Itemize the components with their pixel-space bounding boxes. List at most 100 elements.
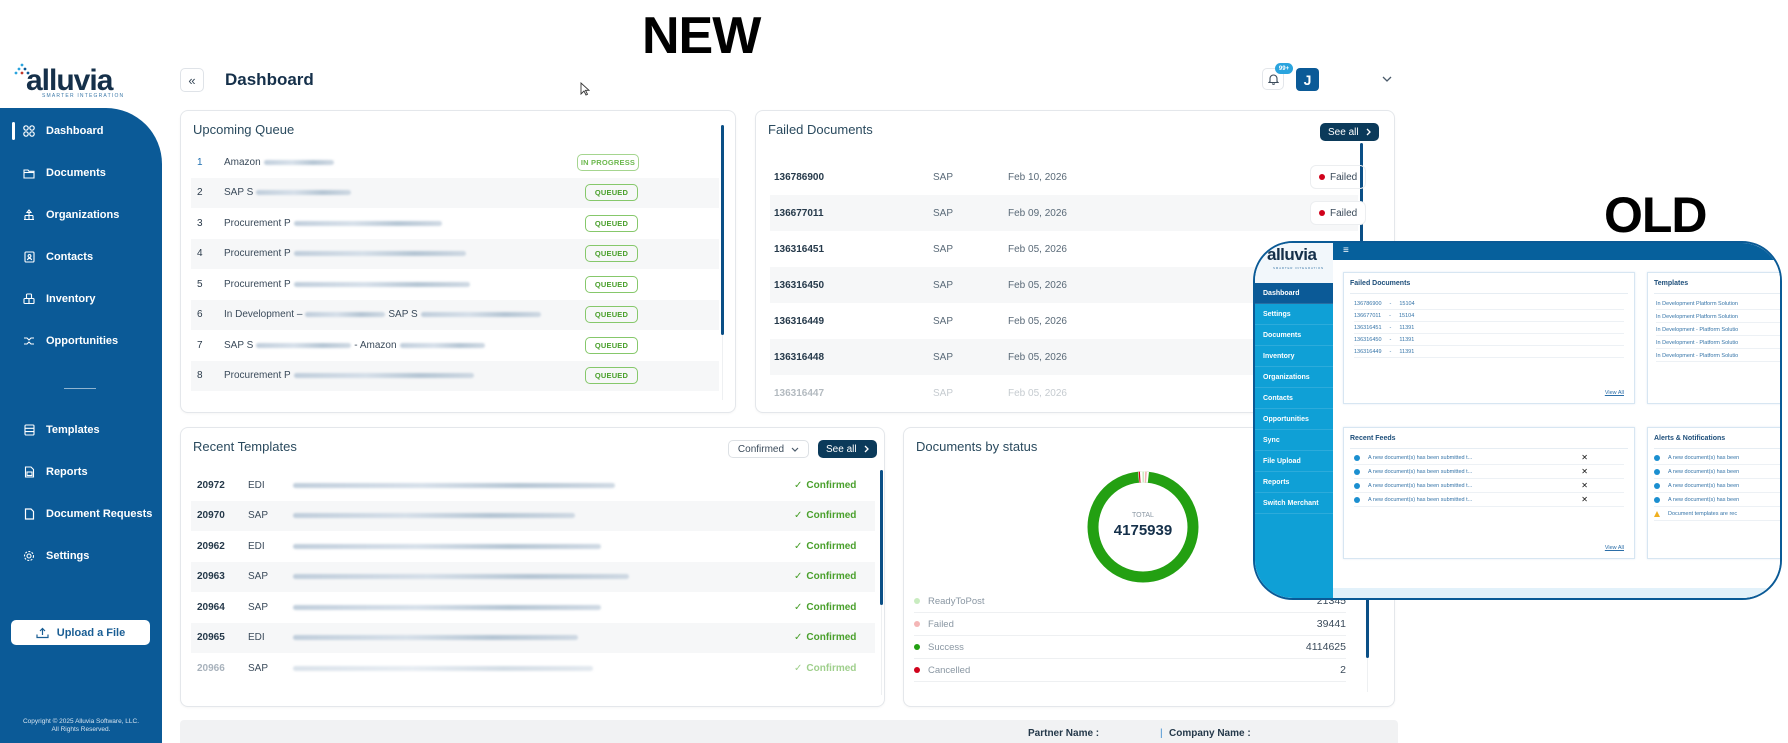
doc-code: 11391 [1399,336,1415,343]
template-row[interactable]: 20965 EDI ✓ Confirmed [191,622,875,653]
queue-row[interactable]: 1 Amazon IN PROGRESS [191,147,719,178]
old-nav-reports[interactable]: Reports [1255,472,1333,493]
failed-doc-row[interactable]: 136677011 SAP Feb 09, 2026 Failed [770,195,1367,231]
failed-doc-row[interactable]: 136316449 SAP Feb 05, 2026 [770,303,1358,339]
notifications-button[interactable] [1262,68,1284,90]
old-feed-row[interactable]: A new document(s) has been submitted t..… [1354,479,1624,493]
brand-logo[interactable]: alluvia SMARTER INTEGRATION [12,60,142,102]
old-nav-organizations[interactable]: Organizations [1255,367,1333,388]
legend-item-failed[interactable]: Failed 39441 [914,613,1346,636]
template-row[interactable]: 20964 SAP ✓ Confirmed [191,592,875,623]
old-failed-row[interactable]: 136316451-11391 [1354,322,1624,334]
user-menu-chevron-icon[interactable] [1382,74,1392,85]
sidebar-item-inventory[interactable]: Inventory [0,286,162,312]
old-alert-row[interactable]: A new document(s) has been [1654,451,1780,465]
queue-row[interactable]: 7 SAP S - Amazon QUEUED [191,330,719,361]
failed-doc-row[interactable]: 136316447 SAP Feb 05, 2026 [770,375,1358,411]
old-nav-switch-merchant[interactable]: Switch Merchant [1255,493,1333,514]
old-nav-file-upload[interactable]: File Upload [1255,451,1333,472]
old-nav-sync[interactable]: Sync [1255,430,1333,451]
old-nav-dashboard[interactable]: Dashboard [1255,283,1333,304]
sidebar-item-documents[interactable]: Documents [0,160,162,186]
old-nav-inventory[interactable]: Inventory [1255,346,1333,367]
brand-tagline: SMARTER INTEGRATION [42,93,125,99]
queue-row[interactable]: 3 Procurement P QUEUED [191,208,719,239]
template-row[interactable]: 20970 SAP ✓ Confirmed [191,500,875,531]
queue-row-name: SAP S - Amazon [224,340,719,351]
queue-scrollbar[interactable] [721,125,724,335]
sidebar-divider [64,388,96,389]
old-feed-row[interactable]: A new document(s) has been submitted t..… [1354,465,1624,479]
divider [1350,293,1628,294]
queue-row-name-text: In Development – [224,309,303,321]
old-nav-documents[interactable]: Documents [1255,325,1333,346]
old-nav-settings[interactable]: Settings [1255,304,1333,325]
template-row[interactable]: 20962 EDI ✓ Confirmed [191,531,875,562]
queue-row[interactable]: 2 SAP S QUEUED [191,177,719,208]
sidebar-item-templates[interactable]: Templates [0,417,162,443]
template-row[interactable]: 20963 SAP ✓ Confirmed [191,561,875,592]
dismiss-icon[interactable]: ✕ [1581,453,1588,462]
queue-row[interactable]: 4 Procurement P QUEUED [191,238,719,269]
queue-row[interactable]: 5 Procurement P QUEUED [191,269,719,300]
old-failed-row[interactable]: 136677011-15104 [1354,310,1624,322]
filter-value: Confirmed [737,443,785,455]
old-alert-row[interactable]: A new document(s) has been [1654,479,1780,493]
sidebar-item-dashboard[interactable]: Dashboard [0,118,162,144]
old-alert-row[interactable]: Document templates are rec [1654,507,1780,521]
divider [1654,293,1780,294]
separator: - [1389,324,1392,331]
templates-scrollbar[interactable] [880,470,883,605]
dismiss-icon[interactable]: ✕ [1581,495,1588,504]
old-template-row[interactable]: In Development - Platform Solutio [1656,337,1780,349]
old-template-row[interactable]: In Development - Platform Solutio [1656,324,1780,336]
status-label: Confirmed [806,632,857,644]
old-failed-row[interactable]: 136786900-15104 [1354,298,1624,310]
sidebar-item-document-requests[interactable]: Document Requests [0,501,162,527]
failed-doc-row[interactable]: 136316451 SAP Feb 05, 2026 [770,231,1358,267]
old-failed-row[interactable]: 136316450-11391 [1354,334,1624,346]
templates-see-all-button[interactable]: See all [818,440,877,458]
sidebar-item-reports[interactable]: Reports [0,459,162,485]
template-row[interactable]: 20972 EDI ✓ Confirmed [191,470,875,501]
legend-item-cancelled[interactable]: Cancelled 2 [914,659,1346,682]
old-nav-contacts[interactable]: Contacts [1255,388,1333,409]
boxes-icon [22,292,36,306]
template-status-filter[interactable]: Confirmed [728,440,809,458]
collapse-sidebar-button[interactable]: « [180,68,204,92]
template-row[interactable]: 20966 SAP ✓ Confirmed [191,653,875,684]
old-failed-row[interactable]: 136316449-11391 [1354,346,1624,358]
queue-row[interactable]: 6 In Development – SAP S QUEUED [191,299,719,330]
sidebar-item-contacts[interactable]: Contacts [0,244,162,270]
footer-bar: Partner Name : | Company Name : [180,720,1398,743]
status-donut-chart[interactable]: TOTAL 4175939 [1086,470,1200,584]
failed-doc-row[interactable]: 136786900 SAP Feb 10, 2026 Failed [770,159,1367,195]
sidebar-item-organizations[interactable]: Organizations [0,202,162,228]
sidebar-item-opportunities[interactable]: Opportunities [0,328,162,354]
old-view-all-link[interactable]: View All [1604,545,1624,551]
user-avatar[interactable]: J [1296,68,1319,91]
hamburger-menu-icon[interactable]: ≡ [1343,245,1349,256]
legend-label: Failed [928,618,954,630]
old-template-row[interactable]: In Development Platform Solution [1656,298,1780,310]
sidebar-item-settings[interactable]: Settings [0,543,162,569]
legend-item-success[interactable]: Success 4114625 [914,636,1346,659]
template-status: ✓ Confirmed [794,480,856,491]
old-feed-row[interactable]: A new document(s) has been submitted t..… [1354,493,1624,507]
old-alert-row[interactable]: A new document(s) has been [1654,465,1780,479]
old-nav-opportunities[interactable]: Opportunities [1255,409,1333,430]
failed-see-all-button[interactable]: See all [1320,123,1379,141]
old-brand-tagline: SMARTER INTEGRATION [1273,266,1324,270]
status-scrollbar[interactable] [1366,596,1369,658]
queue-row[interactable]: 8 Procurement P QUEUED [191,360,719,391]
dismiss-icon[interactable]: ✕ [1581,481,1588,490]
doc-source: SAP [933,171,954,183]
dismiss-icon[interactable]: ✕ [1581,467,1588,476]
redacted-text [293,482,615,488]
old-feed-row[interactable]: A new document(s) has been submitted t..… [1354,451,1624,465]
upload-file-button[interactable]: Upload a File [11,620,150,645]
old-view-all-link[interactable]: View All [1604,390,1624,396]
old-alert-row[interactable]: A new document(s) has been [1654,493,1780,507]
old-template-row[interactable]: In Development Platform Solution [1656,311,1780,323]
old-template-row[interactable]: In Development - Platform Solutio [1656,350,1780,362]
